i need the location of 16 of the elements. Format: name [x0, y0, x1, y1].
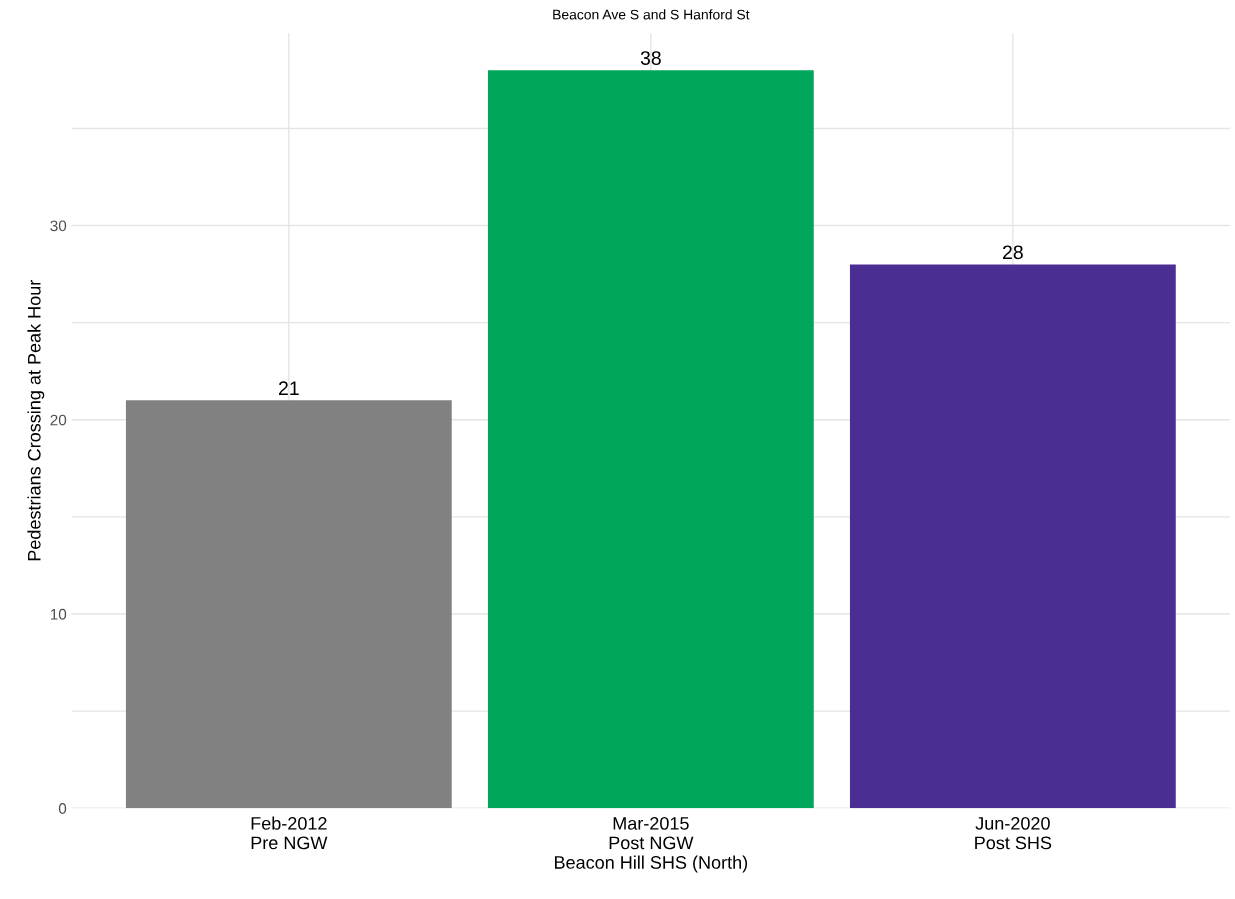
chart-title: Beacon Ave S and S Hanford St	[553, 9, 750, 20]
y-axis-title: Pedestrians Crossing at Peak Hour	[27, 280, 45, 561]
x-axis-title: Beacon Hill SHS (North)	[555, 855, 748, 873]
y-tick-label: 10	[50, 608, 67, 620]
bar	[849, 264, 1176, 809]
bar	[125, 400, 452, 809]
x-tick-label: Feb-2012 Pre NGW	[251, 816, 328, 850]
bar	[487, 70, 814, 809]
data-label: 21	[279, 381, 299, 395]
data-label: 28	[1003, 245, 1023, 260]
y-tick-label: 30	[50, 220, 67, 232]
y-tick-label: 0	[58, 803, 67, 814]
y-tick-label: 20	[50, 414, 67, 426]
x-tick-label: Mar-2015 Post NGW	[609, 817, 694, 850]
x-tick-label: Jun-2020 Post SHS	[975, 817, 1052, 850]
data-label: 38	[640, 51, 661, 65]
